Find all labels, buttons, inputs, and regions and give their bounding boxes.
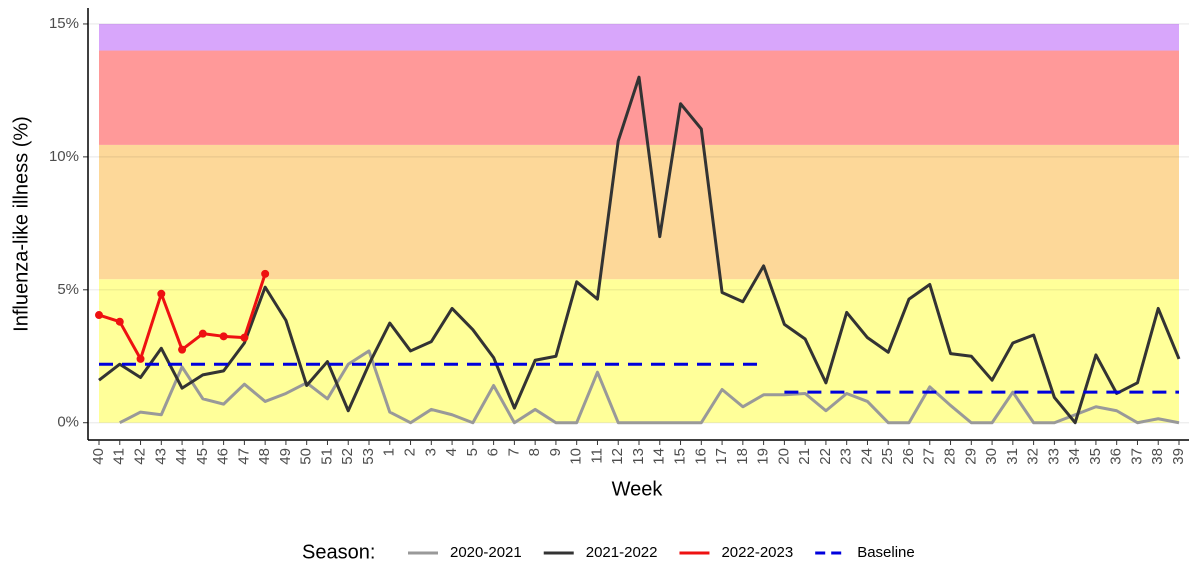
x-tick-label: 43 [152,448,169,465]
x-tick-label: 11 [588,448,605,464]
x-tick-label: 9 [547,448,564,456]
legend-label: 2021-2022 [586,544,658,561]
y-tick-label: 10% [49,148,79,165]
x-tick-label: 33 [1045,448,1062,465]
alert-band [99,23,1179,51]
legend-label: Baseline [857,544,915,561]
series-line [98,75,1181,425]
point [219,332,228,341]
x-tick-label: 46 [215,448,232,465]
x-tick-label: 10 [568,448,585,465]
x-tick-label: 48 [256,448,273,465]
x-tick-label: 4 [443,448,460,456]
x-tick-label: 36 [1108,448,1125,465]
x-tick-label: 6 [485,448,502,456]
x-tick-label: 12 [609,448,626,465]
x-tick-label: 37 [1128,448,1145,465]
x-tick-label: 3 [422,448,439,456]
legend-label: 2020-2021 [450,544,522,561]
legend-label: 2022-2023 [721,544,793,561]
x-tick-label: 32 [1025,448,1042,465]
alert-band [99,144,1179,280]
x-tick-label: 34 [1066,448,1083,465]
x-tick-label: 53 [360,448,377,465]
point [115,317,124,326]
x-tick-label: 7 [505,448,522,456]
x-tick-label: 44 [173,448,190,465]
point [157,289,166,298]
x-tick-label: 2 [402,448,419,456]
x-tick-label: 38 [1149,448,1166,465]
x-tick-label: 51 [318,448,335,465]
point [198,329,207,338]
point [240,333,249,342]
x-tick-label: 52 [339,448,356,465]
x-tick-label: 18 [734,448,751,465]
x-tick-label: 26 [900,448,917,465]
alert-band [99,279,1179,423]
x-tick-label: 19 [755,448,772,465]
x-tick-label: 20 [775,448,792,465]
x-tick-label: 14 [651,448,668,465]
x-tick-label: 16 [692,448,709,465]
series-line [119,349,1180,425]
x-tick-label: 42 [132,448,149,465]
x-tick-label: 5 [464,448,481,456]
x-tick-label: 29 [962,448,979,465]
x-tick-label: 25 [879,448,896,465]
point [261,269,270,278]
y-tick-label: 15% [49,15,79,32]
x-tick-label: 1 [381,448,398,456]
x-tick-label: 40 [90,448,107,465]
point [95,311,103,320]
x-tick-label: 21 [796,448,813,465]
x-tick-label: 31 [1004,448,1021,465]
x-tick-label: 22 [817,448,834,465]
y-tick-label: 0% [57,414,79,431]
alert-band [99,50,1179,145]
x-tick-label: 15 [672,448,689,465]
x-tick-label: 17 [713,448,730,465]
point [136,354,145,363]
x-tick-label: 24 [858,448,875,465]
x-tick-label: 30 [983,448,1000,465]
x-tick-label: 27 [921,448,938,465]
point [178,345,187,354]
x-tick-label: 45 [194,448,211,465]
y-tick-label: 5% [57,281,79,298]
x-tick-label: 28 [942,448,959,465]
x-tick-label: 49 [277,448,294,465]
x-tick-label: 35 [1087,448,1104,465]
x-tick-label: 13 [630,448,647,465]
x-tick-label: 39 [1170,448,1187,465]
x-tick-label: 47 [235,448,252,465]
legend-title: Season: [302,541,375,563]
y-axis-title: Influenza-like illness (%) [10,116,32,332]
x-tick-label: 41 [111,448,128,465]
x-tick-label: 8 [526,448,543,456]
x-axis-title: Week [612,478,664,500]
x-tick-label: 50 [298,448,315,465]
x-tick-label: 23 [838,448,855,465]
